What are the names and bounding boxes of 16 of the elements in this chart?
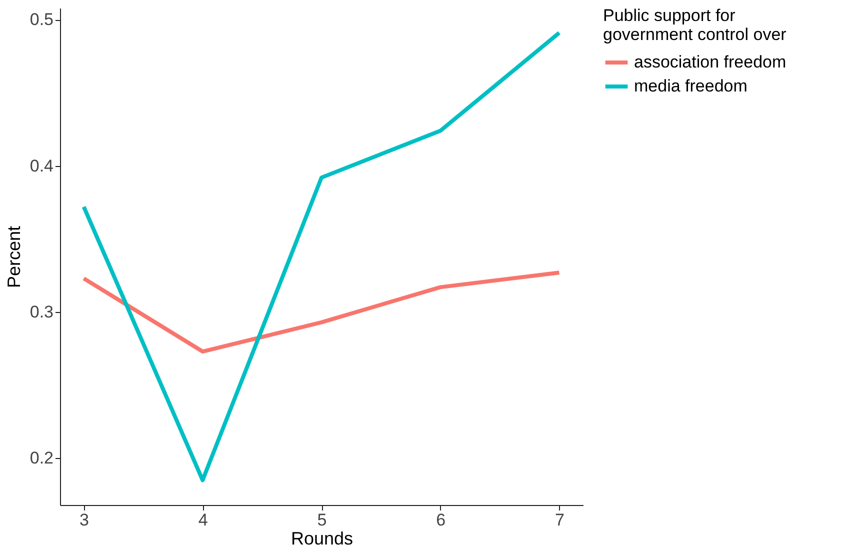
x-tick-label: 6 bbox=[436, 510, 446, 530]
x-axis-title: Rounds bbox=[290, 528, 354, 548]
y-tick-label: 0.5 bbox=[30, 10, 54, 30]
x-tick-label: 4 bbox=[198, 510, 208, 530]
legend-title: Public support for government control over bbox=[603, 6, 787, 44]
y-axis-title: Percent bbox=[4, 226, 24, 288]
legend-label: media freedom bbox=[634, 76, 748, 96]
y-tick-label: 0.4 bbox=[30, 156, 54, 176]
line-series bbox=[82, 30, 562, 482]
x-tick-label: 5 bbox=[317, 510, 327, 530]
y-tick-label: 0.3 bbox=[30, 302, 54, 322]
x-tick-label: 7 bbox=[554, 510, 564, 530]
line-series bbox=[82, 270, 562, 354]
legend-label: association freedom bbox=[634, 52, 786, 72]
y-tick-label: 0.2 bbox=[30, 448, 54, 468]
x-tick-label: 3 bbox=[80, 510, 90, 530]
